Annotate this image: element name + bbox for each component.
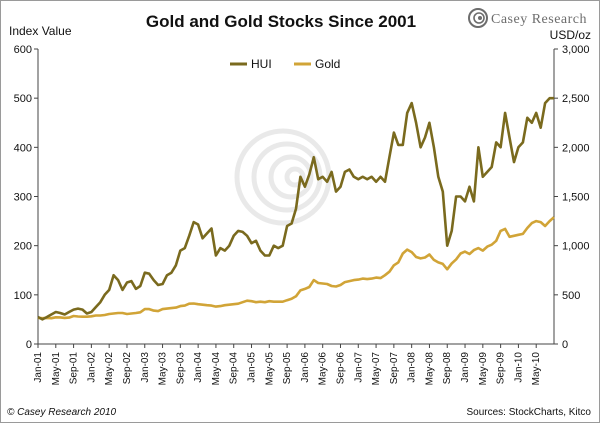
watermark-swirl-icon: [234, 128, 332, 226]
x-tick-label: May-03: [158, 352, 169, 386]
y-left-tick-label: 400: [14, 142, 32, 154]
x-tick-label: May-04: [211, 352, 222, 386]
logo-text: Casey Research: [491, 12, 587, 27]
y-left-axis-title: Index Value: [9, 24, 72, 38]
y-left-tick-label: 100: [14, 290, 32, 302]
gold-series-line: [37, 216, 555, 320]
x-tick-label: Jan-02: [86, 352, 97, 383]
legend-hui-label: HUI: [251, 57, 272, 71]
x-tick-label: Sep-07: [389, 352, 400, 385]
x-tick-label: Jan-06: [300, 352, 311, 383]
y-right-tick-label: 1,000: [562, 241, 590, 253]
x-tick-label: Jan-01: [33, 352, 44, 383]
x-tick-label: Sep-04: [229, 352, 240, 385]
legend: HUI Gold: [230, 57, 340, 71]
x-tick-label: May-08: [424, 352, 435, 386]
x-tick-label: Jan-07: [353, 352, 364, 383]
chart-title: Gold and Gold Stocks Since 2001: [146, 12, 416, 31]
y-right-tick-label: 2,500: [562, 93, 590, 105]
y-left-tick-label: 300: [14, 192, 32, 204]
x-tick-label: May-01: [51, 352, 62, 386]
x-tick-label: Jan-09: [460, 352, 471, 383]
x-tick-label: Sep-02: [122, 352, 133, 385]
x-tick-label: May-07: [371, 352, 382, 386]
x-tick-label: Jan-05: [247, 352, 258, 383]
y-left-tick-label: 0: [26, 339, 32, 351]
y-right-tick-label: 500: [562, 290, 580, 302]
x-tick-label: Sep-01: [69, 352, 80, 385]
y-right-tick-label: 3,000: [562, 44, 590, 56]
y-right-tick-label: 1,500: [562, 192, 590, 204]
x-tick-label: Jan-03: [140, 352, 151, 383]
y-left-tick-label: 600: [14, 44, 32, 56]
x-tick-label: Sep-05: [282, 352, 293, 385]
x-ticks: Jan-01 May-01 Sep-01 Jan-02 May-02 Sep-02 Jan-…: [33, 344, 542, 385]
x-tick-label: May-06: [318, 352, 329, 386]
x-tick-label: Jan-10: [513, 352, 524, 383]
x-tick-label: May-10: [531, 352, 542, 386]
x-tick-label: Sep-03: [175, 352, 186, 385]
x-tick-label: May-05: [264, 352, 275, 386]
logo-swirl-icon: [468, 8, 488, 28]
y-right-axis-title: USD/oz: [550, 28, 591, 42]
hui-series-line: [37, 96, 554, 321]
x-tick-label: Sep-06: [335, 352, 346, 385]
y-left-tick-label: 500: [14, 93, 32, 105]
y-right-tick-label: 2,000: [562, 142, 590, 154]
y-right-tick-label: 0: [562, 339, 568, 351]
sources-text: Sources: StockCharts, Kitco: [467, 407, 592, 418]
legend-gold-label: Gold: [315, 57, 340, 71]
y-left-ticks: 0 100 200 300 400 500 600: [14, 44, 38, 351]
x-tick-label: Sep-09: [496, 352, 507, 385]
copyright-text: © Casey Research 2010: [7, 407, 117, 418]
x-tick-label: May-09: [478, 352, 489, 386]
y-left-tick-label: 200: [14, 241, 32, 253]
casey-research-logo: Casey Research: [468, 8, 587, 28]
x-tick-label: Jan-04: [193, 352, 204, 383]
x-tick-label: Jan-08: [407, 352, 418, 383]
y-right-ticks: 0 500 1,000 1,500 2,000 2,500 3,000: [554, 44, 590, 351]
x-tick-label: Sep-08: [442, 352, 453, 385]
x-tick-label: May-02: [104, 352, 115, 386]
